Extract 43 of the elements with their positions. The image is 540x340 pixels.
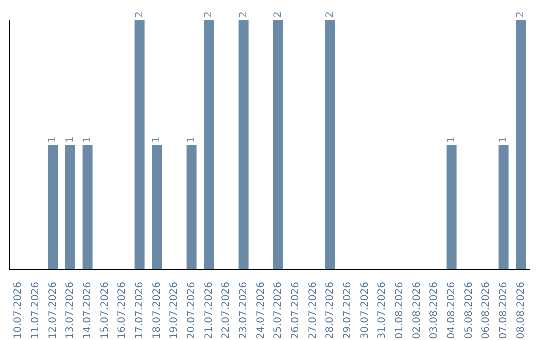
x-tick-label: 04.08.2026 bbox=[446, 282, 458, 340]
x-tick-label: 02.08.2026 bbox=[412, 282, 423, 340]
x-tick-label: 16.07.2026 bbox=[117, 282, 128, 340]
x-tick-label: 17.07.2026 bbox=[134, 282, 146, 340]
x-tick-label: 23.07.2026 bbox=[238, 282, 250, 340]
x-tick-label: 29.07.2026 bbox=[342, 282, 354, 340]
x-tick-label: 30.07.2026 bbox=[360, 282, 371, 340]
data-label: 1 bbox=[186, 136, 198, 143]
x-tick-label: 20.07.2026 bbox=[186, 282, 198, 340]
x-tick-label: 25.07.2026 bbox=[273, 282, 284, 340]
data-label: 1 bbox=[446, 136, 458, 143]
data-label: 2 bbox=[516, 12, 527, 18]
data-label: 2 bbox=[204, 12, 215, 18]
x-tick-label: 01.08.2026 bbox=[394, 282, 406, 340]
x-tick-label: 14.07.2026 bbox=[82, 282, 94, 340]
data-label: 1 bbox=[82, 136, 94, 143]
x-tick-label: 24.07.2026 bbox=[256, 282, 267, 340]
x-tick-label: 15.07.2026 bbox=[100, 282, 111, 340]
data-label: 2 bbox=[324, 12, 336, 18]
x-tick-label: 07.08.2026 bbox=[498, 282, 510, 340]
x-tick-label: 13.07.2026 bbox=[65, 282, 76, 340]
x-tick-label: 06.08.2026 bbox=[481, 282, 492, 340]
data-label: 1 bbox=[152, 136, 163, 143]
data-label: 2 bbox=[272, 12, 284, 18]
x-tick-label: 11.07.2026 bbox=[30, 282, 42, 340]
data-label: 1 bbox=[48, 136, 59, 143]
x-tick-label: 22.07.2026 bbox=[221, 282, 232, 340]
x-tick-label: 08.08.2026 bbox=[516, 282, 527, 340]
x-tick-label: 03.08.2026 bbox=[429, 282, 440, 340]
x-tick-label: 26.07.2026 bbox=[290, 282, 302, 340]
data-label: 1 bbox=[64, 136, 76, 143]
data-label: 2 bbox=[134, 12, 146, 18]
x-tick-label: 27.07.2026 bbox=[308, 282, 319, 340]
x-tick-label: 19.07.2026 bbox=[169, 282, 180, 340]
x-tick-label: 10.07.2026 bbox=[13, 282, 24, 340]
x-tick-label: 12.07.2026 bbox=[48, 282, 59, 340]
x-tick-label: 28.07.2026 bbox=[325, 282, 336, 340]
x-tick-label: 21.07.2026 bbox=[204, 282, 215, 340]
data-label: 2 bbox=[238, 12, 250, 18]
data-label: 1 bbox=[498, 136, 510, 143]
x-tick-label: 05.08.2026 bbox=[464, 282, 475, 340]
x-tick-label: 18.07.2026 bbox=[152, 282, 163, 340]
x-tick-label: 31.07.2026 bbox=[377, 282, 388, 340]
